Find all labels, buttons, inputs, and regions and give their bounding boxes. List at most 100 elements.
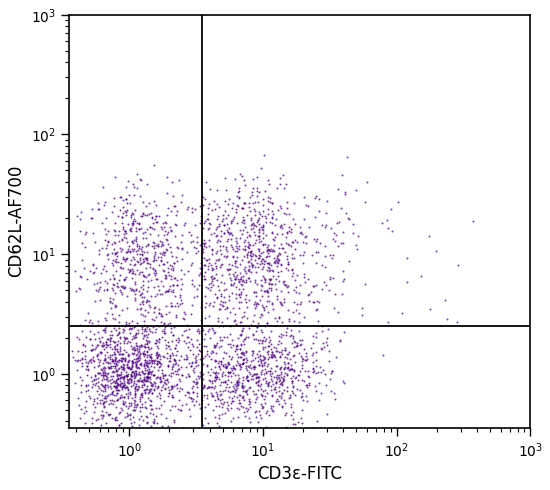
Point (140, 370, 148, 378)
Point (262, 302, 271, 310)
Point (167, 338, 176, 345)
Point (190, 401, 199, 409)
Point (128, 364, 136, 371)
Point (268, 246, 277, 254)
Point (301, 357, 310, 365)
Point (272, 215, 280, 223)
Point (265, 367, 274, 374)
Point (210, 274, 219, 282)
Point (155, 394, 164, 402)
Point (160, 325, 169, 333)
Point (102, 285, 111, 293)
Point (233, 239, 241, 246)
Point (236, 293, 245, 300)
Point (322, 210, 331, 218)
Point (140, 325, 149, 333)
Point (184, 370, 193, 378)
Point (132, 369, 141, 377)
Point (216, 242, 224, 250)
Point (141, 356, 150, 364)
Point (125, 379, 134, 387)
Point (251, 379, 260, 387)
Point (140, 271, 149, 279)
Point (234, 353, 243, 361)
Point (107, 389, 116, 396)
Point (195, 345, 204, 353)
Point (148, 389, 157, 397)
Point (193, 372, 202, 380)
Point (111, 356, 119, 364)
Point (251, 390, 260, 398)
Point (209, 298, 218, 306)
Point (102, 338, 111, 346)
Point (90, 372, 99, 380)
Point (222, 243, 230, 251)
Point (276, 330, 285, 338)
Point (176, 406, 185, 414)
Point (134, 368, 143, 376)
Point (289, 416, 298, 423)
Point (264, 284, 273, 292)
Point (257, 391, 266, 398)
Point (133, 250, 142, 258)
Point (208, 324, 217, 332)
Point (169, 192, 178, 199)
Point (100, 345, 108, 353)
Point (103, 250, 112, 258)
Point (124, 247, 133, 255)
Point (229, 245, 238, 253)
Point (266, 195, 274, 202)
Point (146, 223, 155, 231)
Point (197, 396, 206, 404)
Point (258, 225, 267, 233)
Point (131, 285, 140, 293)
Point (230, 279, 239, 287)
Point (122, 372, 131, 380)
Point (167, 207, 175, 215)
Point (259, 229, 268, 237)
Point (185, 359, 194, 367)
Point (259, 223, 268, 231)
Point (132, 382, 141, 390)
Point (279, 280, 288, 288)
Point (244, 400, 253, 408)
Point (223, 387, 232, 394)
Point (295, 309, 304, 317)
Point (298, 357, 306, 365)
Point (255, 235, 263, 243)
Point (148, 242, 157, 250)
Point (239, 245, 248, 252)
Point (150, 359, 158, 367)
Point (132, 361, 141, 368)
Point (150, 242, 158, 250)
Point (152, 269, 161, 276)
Point (155, 212, 163, 220)
Point (315, 395, 323, 403)
Point (228, 290, 237, 297)
Point (223, 404, 232, 412)
Point (232, 247, 241, 255)
Point (263, 287, 272, 294)
Point (128, 285, 137, 293)
Point (263, 342, 272, 350)
Point (246, 248, 255, 256)
Point (135, 371, 144, 379)
Point (212, 373, 221, 381)
Point (111, 416, 119, 423)
Point (87, 319, 96, 327)
Point (146, 387, 155, 394)
Point (211, 368, 219, 376)
Point (164, 371, 173, 379)
Point (149, 244, 158, 252)
Point (179, 423, 188, 431)
Point (204, 400, 213, 408)
Point (267, 261, 276, 269)
Point (166, 227, 175, 235)
Point (238, 383, 246, 391)
Point (100, 236, 109, 244)
Point (188, 208, 197, 216)
Point (327, 387, 336, 395)
Point (193, 343, 202, 350)
Point (135, 270, 144, 277)
Point (239, 355, 248, 363)
